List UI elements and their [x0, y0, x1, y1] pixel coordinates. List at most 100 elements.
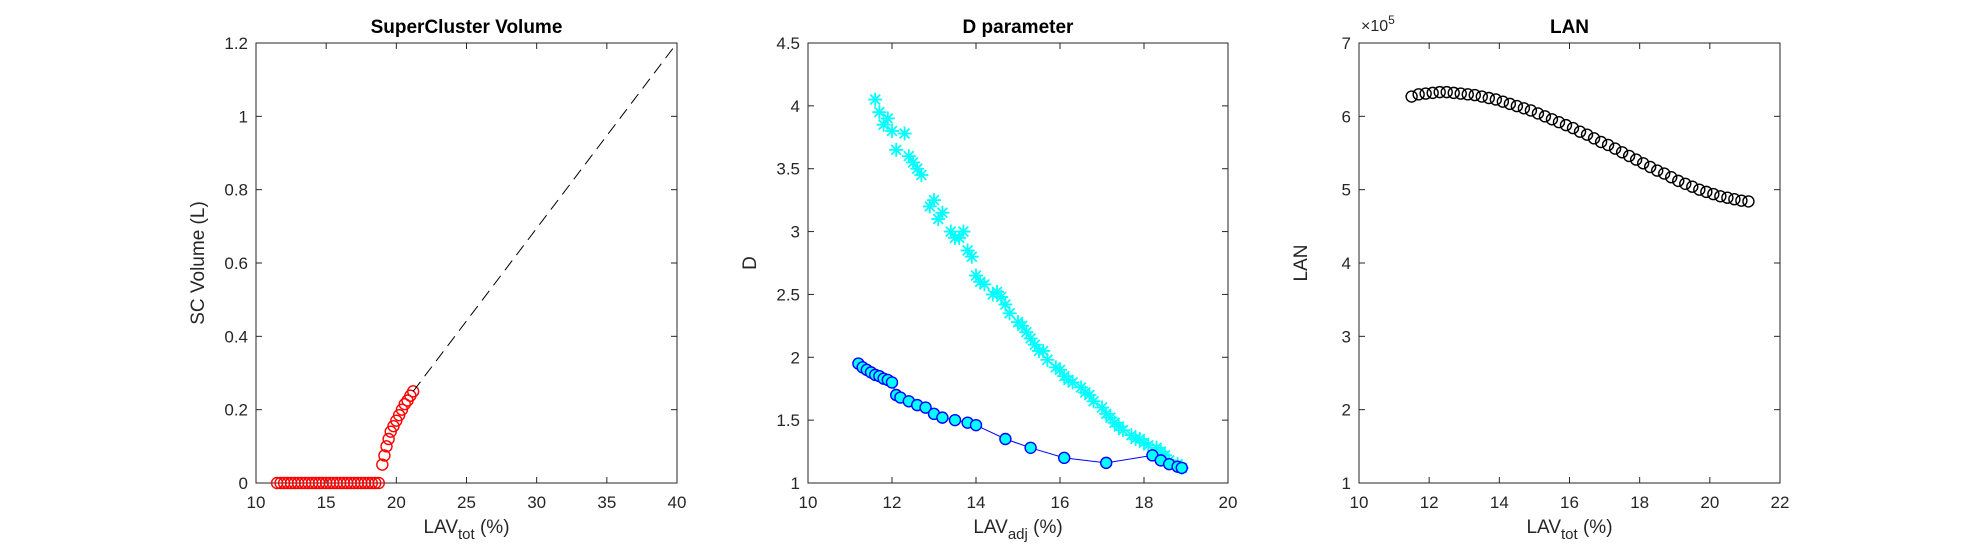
- data-point-11: [1482, 91, 1496, 105]
- x-tick-label: 30: [527, 493, 546, 512]
- data-point-32: [1629, 153, 1643, 166]
- data-point-0: [1405, 90, 1418, 103]
- data-point-46: [1728, 192, 1741, 206]
- data-point-4: [1433, 85, 1446, 99]
- data-point-24: [1573, 125, 1587, 138]
- y-tick-label: 4: [1342, 254, 1351, 273]
- x-tick-label: 20: [387, 493, 406, 512]
- y-tick-label: 0.4: [224, 327, 248, 346]
- data-point-7: [901, 149, 916, 164]
- data-point-18: [969, 418, 983, 432]
- y-tick-label: 0.6: [224, 254, 248, 273]
- y-tick-label: 1: [1342, 474, 1351, 493]
- data-point-47: [1735, 194, 1748, 207]
- data-point-55: [1137, 435, 1151, 450]
- y-tick-label: 0.2: [224, 401, 248, 420]
- y-tick-label: 1.2: [224, 34, 248, 53]
- chart-title: D parameter: [963, 17, 1074, 38]
- data-point-22: [1559, 118, 1573, 132]
- y-tick-label: 1: [791, 474, 800, 493]
- data-point-29: [1608, 142, 1622, 155]
- data-point-14: [1503, 97, 1517, 111]
- data-point-1: [872, 105, 887, 120]
- data-point-19: [999, 432, 1012, 446]
- data-point-30: [1615, 146, 1629, 159]
- data-point-38: [1672, 174, 1685, 188]
- data-point-10: [914, 168, 929, 182]
- data-point-33: [1636, 157, 1650, 170]
- data-point-9: [1468, 88, 1481, 102]
- x-axis-label: LAVadj (%): [973, 517, 1062, 543]
- data-point-31: [1622, 149, 1636, 163]
- x-axis-label: LAVtot (%): [423, 517, 509, 543]
- data-point-26: [1587, 132, 1601, 145]
- data-point-48: [1742, 195, 1755, 208]
- series-1: [852, 357, 1189, 475]
- data-point-45: [1086, 394, 1101, 409]
- y-tick-label: 3.5: [776, 160, 800, 179]
- plot-area: [1358, 42, 1781, 484]
- data-point-16: [948, 413, 962, 427]
- data-point-40: [1686, 180, 1699, 193]
- data-point-4: [885, 124, 899, 138]
- data-point-16: [1517, 102, 1531, 115]
- data-point-15: [943, 224, 958, 239]
- data-point-8: [885, 376, 899, 389]
- data-point-51: [1116, 423, 1130, 438]
- data-point-5: [889, 142, 904, 157]
- data-point-34: [1643, 160, 1657, 174]
- x-axis-label: LAVtot (%): [1526, 517, 1612, 543]
- data-point-22: [1099, 456, 1113, 470]
- data-point-33: [382, 432, 395, 446]
- data-point-8: [1461, 88, 1474, 101]
- x-tick-label: 20: [1700, 493, 1719, 512]
- y-tick-label: 2.5: [776, 285, 800, 304]
- data-point-36: [1658, 167, 1671, 180]
- series-0: [1405, 85, 1755, 208]
- plot-area: [807, 42, 1229, 484]
- data-point-27: [365, 476, 378, 490]
- data-point-15: [936, 411, 949, 424]
- data-point-13: [919, 401, 932, 414]
- data-point-18: [956, 224, 971, 239]
- series-line: [412, 42, 678, 392]
- y-tick-label: 4.5: [776, 34, 800, 53]
- data-point-19: [1538, 110, 1552, 123]
- data-point-39: [1679, 177, 1692, 191]
- x-tick-label: 22: [1771, 493, 1790, 512]
- d-parameter-panel: 10 12 14 16 18 20 1 1.5 2 2.5 3 3.5 4 4.5 D parameter L…: [740, 17, 1237, 543]
- x-tick-label: 10: [247, 493, 266, 512]
- data-point-42: [406, 385, 420, 398]
- data-point-23: [1566, 121, 1580, 135]
- data-point-15: [1510, 99, 1524, 113]
- x-tick-label: 14: [1490, 493, 1509, 512]
- y-tick-label: 2: [1342, 401, 1351, 420]
- x-tick-label: 35: [597, 493, 616, 512]
- data-point-2: [1419, 87, 1432, 100]
- y-tick-label: 3: [1342, 327, 1351, 346]
- y-tick-label: 6: [1342, 107, 1351, 126]
- plot-area: [255, 42, 678, 484]
- y-tick-label: 7: [1342, 34, 1351, 53]
- x-tick-label: 18: [1630, 493, 1649, 512]
- data-point-27: [1175, 461, 1189, 475]
- data-point-28: [369, 476, 382, 490]
- y-tick-label: 3: [791, 223, 800, 242]
- data-point-20: [1545, 113, 1559, 126]
- y-axis-label: SC Volume (L): [188, 201, 209, 325]
- x-tick-label: 18: [1135, 493, 1154, 512]
- data-point-35: [1651, 164, 1664, 177]
- y-axis-label: LAN: [1291, 245, 1312, 282]
- data-point-21: [1552, 115, 1566, 129]
- x-tick-label: 16: [1560, 493, 1579, 512]
- data-point-3: [1426, 86, 1439, 100]
- data-point-39: [398, 397, 411, 411]
- chart-title: SuperCluster Volume: [371, 17, 563, 38]
- x-tick-label: 40: [668, 493, 687, 512]
- series-1: [412, 42, 678, 392]
- data-point-41: [1693, 183, 1706, 196]
- y-exponent-label: ×105: [1361, 13, 1395, 35]
- x-tick-label: 12: [883, 493, 902, 512]
- data-point-42: [1700, 185, 1713, 199]
